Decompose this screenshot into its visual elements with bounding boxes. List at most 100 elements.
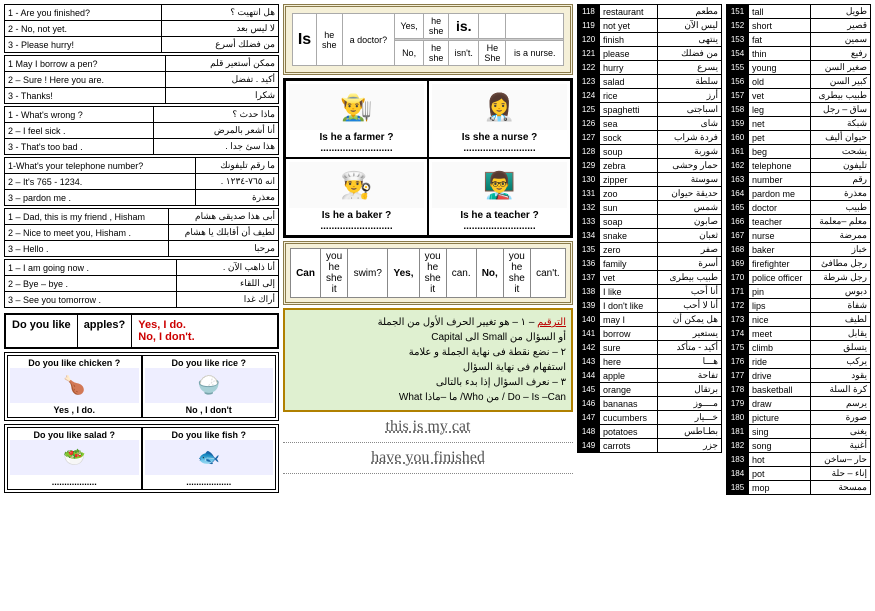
num: 162 bbox=[727, 159, 749, 173]
no-lbl: No, bbox=[395, 41, 424, 66]
num: 167 bbox=[727, 229, 749, 243]
occupation-cell: 👩‍⚕️Is she a nurse ?....................… bbox=[428, 80, 571, 158]
num: 148 bbox=[578, 425, 600, 439]
en: 1 May I borrow a pen? bbox=[5, 56, 166, 72]
en: baker bbox=[749, 243, 811, 257]
en: snake bbox=[600, 229, 658, 243]
num: 155 bbox=[727, 61, 749, 75]
num: 174 bbox=[727, 327, 749, 341]
num: 142 bbox=[578, 341, 600, 355]
ar: أنا ذاهب الآن . bbox=[177, 260, 279, 276]
yes-is: is. bbox=[449, 14, 479, 39]
num: 158 bbox=[727, 103, 749, 117]
en: finish bbox=[600, 33, 658, 47]
dialogue-table: 1 - What's wrong ?ماذا حدث ؟2 – I feel s… bbox=[4, 106, 279, 155]
ar: كبير السن bbox=[810, 75, 870, 89]
can-subj1: youhesheit bbox=[321, 249, 348, 298]
num: 147 bbox=[578, 411, 600, 425]
ar: ممكن أستعير قلم bbox=[166, 56, 279, 72]
en: please bbox=[600, 47, 658, 61]
q: Is she a nurse ? bbox=[432, 132, 567, 143]
num: 145 bbox=[578, 383, 600, 397]
num: 119 bbox=[578, 19, 600, 33]
num: 123 bbox=[578, 75, 600, 89]
ar: سمين bbox=[810, 33, 870, 47]
occupation-cell: 👨‍🏫Is he a teacher ?....................… bbox=[428, 158, 571, 236]
ar: خباز bbox=[810, 243, 870, 257]
ar: شاى bbox=[658, 117, 722, 131]
en: basketball bbox=[749, 383, 811, 397]
is-panel: Is heshe a doctor? Yes, heshe is. No, he… bbox=[283, 4, 573, 75]
en: mop bbox=[749, 481, 811, 495]
food-icon: 🍚 bbox=[145, 368, 274, 403]
num: 127 bbox=[578, 131, 600, 145]
en: sing bbox=[749, 425, 811, 439]
en: firefighter bbox=[749, 257, 811, 271]
grammar-column: Is heshe a doctor? Yes, heshe is. No, he… bbox=[283, 4, 573, 496]
ar: صورة bbox=[810, 411, 870, 425]
en: soap bbox=[600, 215, 658, 229]
num: 139 bbox=[578, 299, 600, 313]
num: 185 bbox=[727, 481, 749, 495]
en: zipper bbox=[600, 173, 658, 187]
num: 176 bbox=[727, 355, 749, 369]
ar: شمس bbox=[658, 201, 722, 215]
ar: حمار وحشى bbox=[658, 159, 722, 173]
occupation-cell: 👨‍🌾Is he a farmer ?.....................… bbox=[285, 80, 428, 158]
num: 168 bbox=[727, 243, 749, 257]
en: lips bbox=[749, 299, 811, 313]
en: carrots bbox=[600, 439, 658, 453]
can-subj3: youhesheit bbox=[503, 249, 530, 298]
ar: إناء – حلة bbox=[810, 467, 870, 481]
num: 160 bbox=[727, 131, 749, 145]
ar: ممسحة bbox=[810, 481, 870, 495]
food-icon: 🐟 bbox=[145, 440, 274, 475]
num: 151 bbox=[727, 5, 749, 19]
ar: معذرة bbox=[196, 190, 279, 206]
num: 180 bbox=[727, 411, 749, 425]
num: 146 bbox=[578, 397, 600, 411]
ar: أسرة bbox=[658, 257, 722, 271]
en: I don't like bbox=[600, 299, 658, 313]
note-l4: استفهام فى نهاية السؤال bbox=[463, 362, 566, 373]
ans: .................. bbox=[10, 477, 139, 487]
like-pic-cell: Do you like rice ?🍚No , I don't bbox=[142, 355, 277, 418]
ar: برتقال bbox=[658, 383, 722, 397]
yes-he-she: heshe bbox=[423, 14, 448, 39]
ar: أرز bbox=[658, 89, 722, 103]
num: 169 bbox=[727, 257, 749, 271]
dialogue-table: 1-What's your telephone number?ما رقم تل… bbox=[4, 157, 279, 206]
ar: تفاحة bbox=[658, 369, 722, 383]
ar: لا ليس بعد bbox=[161, 21, 278, 37]
ar: معلم –معلمة bbox=[810, 215, 870, 229]
ar: سوستة bbox=[658, 173, 722, 187]
like-pic-cell: Do you like fish ?🐟.................. bbox=[142, 427, 277, 490]
note-l2: أو السؤال من Small الى Capital bbox=[431, 332, 566, 343]
ar: ما رقم تليفونك bbox=[196, 158, 279, 174]
ar: حديقة حيوان bbox=[658, 187, 722, 201]
q: Is he a baker ? bbox=[289, 210, 424, 221]
en: soup bbox=[600, 145, 658, 159]
en: song bbox=[749, 439, 811, 453]
num: 163 bbox=[727, 173, 749, 187]
en: old bbox=[749, 75, 811, 89]
like-obj: apples? bbox=[78, 315, 133, 347]
num: 131 bbox=[578, 187, 600, 201]
en: 3 – See you tomorrow . bbox=[5, 292, 177, 308]
note-l5: ٣ – نعرف السؤال إذا بدء بالتالى bbox=[436, 377, 566, 388]
dialogue-table: 1 May I borrow a pen?ممكن أستعير قلم2 – … bbox=[4, 55, 279, 104]
ar: أراك غدا bbox=[177, 292, 279, 308]
num: 161 bbox=[727, 145, 749, 159]
en: sea bbox=[600, 117, 658, 131]
can-table: Can youhesheit swim? Yes, youhesheit can… bbox=[290, 248, 566, 298]
num: 164 bbox=[727, 187, 749, 201]
can-panel: Can youhesheit swim? Yes, youhesheit can… bbox=[283, 241, 573, 305]
num: 184 bbox=[727, 467, 749, 481]
dialogue-table: 1 - Are you finished?هل انتهيت ؟2 - No, … bbox=[4, 4, 279, 53]
en: 3 – Hello . bbox=[5, 241, 169, 257]
ar: هل يمكن أن bbox=[658, 313, 722, 327]
like-pic-row: Do you like chicken ?🍗Yes , I do.Do you … bbox=[4, 352, 279, 421]
num: 181 bbox=[727, 425, 749, 439]
en: ride bbox=[749, 355, 811, 369]
is-table: Is heshe a doctor? Yes, heshe is. No, he… bbox=[292, 13, 564, 66]
